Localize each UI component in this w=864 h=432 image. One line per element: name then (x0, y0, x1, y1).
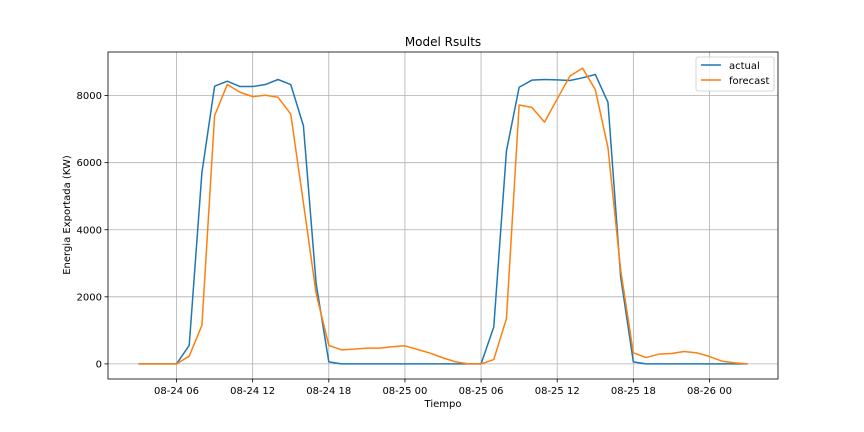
chart-title: Model Rsults (405, 35, 481, 49)
x-axis: 08-24 06 08-24 12 08-24 18 08-25 00 08-25 06… (154, 379, 732, 397)
y-tick-label: 2000 (77, 292, 102, 303)
x-tick-label: 08-25 18 (611, 386, 656, 397)
x-tick-label: 08-24 12 (230, 386, 275, 397)
x-tick-label: 08-25 06 (459, 386, 504, 397)
legend: actual forecast (695, 56, 775, 92)
grid (108, 52, 778, 379)
series-line-actual (138, 73, 748, 365)
x-tick-label: 08-26 00 (687, 386, 732, 397)
y-axis: 0 2000 4000 6000 8000 (77, 91, 108, 370)
y-tick-label: 0 (96, 359, 102, 370)
series-line-forecast (138, 67, 748, 365)
series-layer (138, 67, 748, 365)
legend-label-forecast: forecast (729, 76, 770, 87)
x-tick-label: 08-24 18 (306, 386, 351, 397)
legend-label-actual: actual (729, 61, 760, 72)
y-tick-label: 6000 (77, 158, 102, 169)
x-tick-label: 08-25 12 (535, 386, 580, 397)
plot-frame (107, 51, 779, 380)
x-axis-label: Tiempo (424, 399, 462, 410)
y-tick-label: 4000 (77, 225, 102, 236)
y-axis-label: Energia Exportada (KW) (62, 155, 73, 275)
y-tick-label: 8000 (77, 91, 102, 102)
x-tick-label: 08-24 06 (154, 386, 199, 397)
x-tick-label: 08-25 00 (382, 386, 427, 397)
